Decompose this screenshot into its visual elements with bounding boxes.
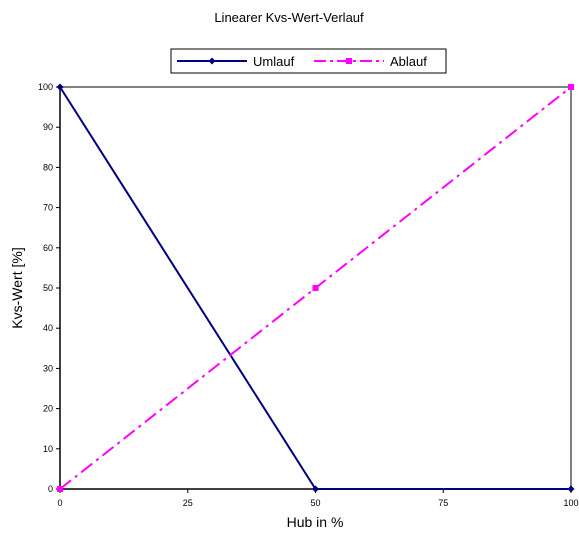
data-point-umlauf xyxy=(56,83,64,91)
x-tick-label: 25 xyxy=(183,498,193,508)
x-tick-label: 100 xyxy=(563,498,578,508)
legend-label-umlauf: Umlauf xyxy=(253,54,295,69)
y-tick-label: 80 xyxy=(43,162,53,172)
y-tick-label: 40 xyxy=(43,323,53,333)
legend-marker-umlauf xyxy=(208,57,216,65)
y-tick-label: 90 xyxy=(43,122,53,132)
data-point-ablauf xyxy=(312,285,319,291)
x-tick-label: 50 xyxy=(310,498,320,508)
chart-title: Linearer Kvs-Wert-Verlauf xyxy=(214,10,364,25)
x-tick-label: 0 xyxy=(57,498,62,508)
y-tick-label: 30 xyxy=(43,363,53,373)
series-layer xyxy=(56,83,575,493)
data-point-umlauf xyxy=(312,485,319,493)
legend-marker-ablauf xyxy=(346,58,352,64)
y-axis-label: Kvs-Wert [%] xyxy=(9,247,25,328)
y-tick-label: 50 xyxy=(43,283,53,293)
y-tick-label: 100 xyxy=(38,82,53,92)
y-axis: 0 10 20 30 40 50 60 70 80 90 100 xyxy=(38,82,61,494)
x-axis-label: Hub in % xyxy=(287,514,344,530)
y-tick-label: 60 xyxy=(43,243,53,253)
x-tick-label: 75 xyxy=(438,498,448,508)
y-tick-label: 0 xyxy=(48,484,53,494)
y-tick-label: 70 xyxy=(43,203,53,213)
legend: Umlauf Ablauf xyxy=(170,48,447,74)
y-tick-label: 20 xyxy=(43,404,53,414)
data-point-ablauf xyxy=(57,486,63,492)
x-axis: 0 25 50 75 100 xyxy=(57,488,579,508)
y-tick-label: 10 xyxy=(43,444,53,454)
data-point-ablauf xyxy=(568,84,574,90)
data-point-umlauf xyxy=(567,485,575,493)
legend-label-ablauf: Ablauf xyxy=(390,54,427,69)
